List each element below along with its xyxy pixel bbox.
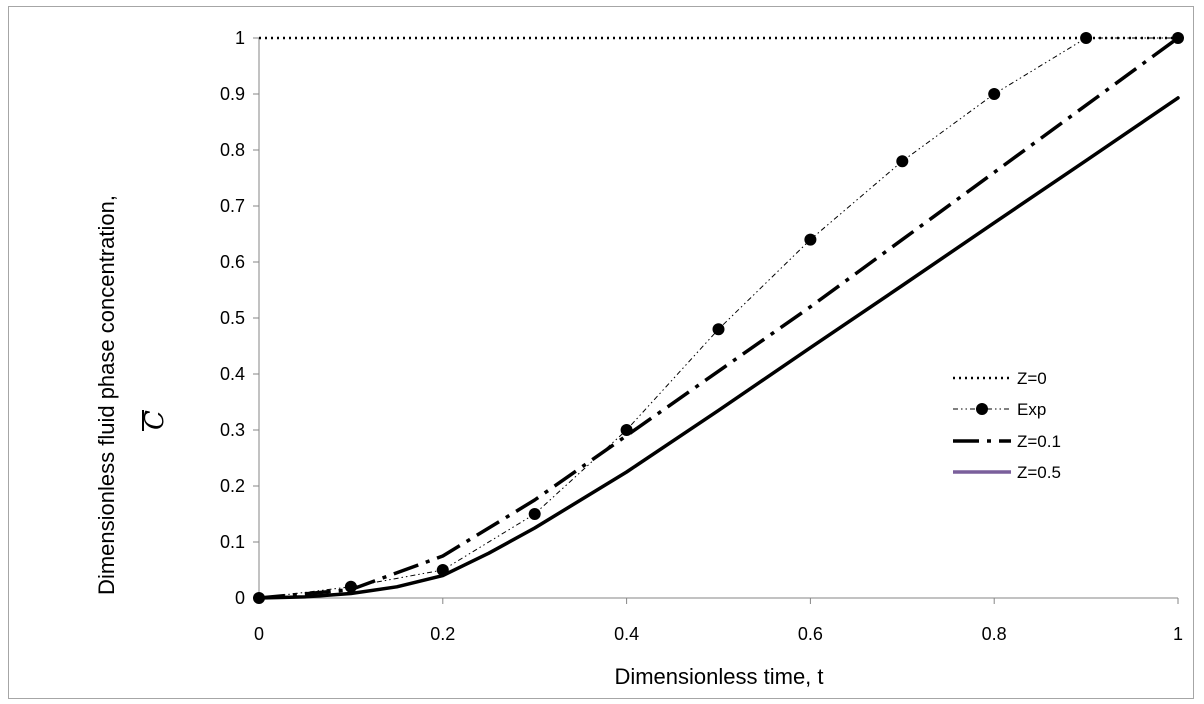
legend-item: Z=0.1 bbox=[953, 432, 1061, 451]
legend: Z=0 Exp Z=0.1 Z=0.5 bbox=[953, 369, 1061, 482]
data-point bbox=[988, 88, 1001, 100]
legend-label: Z=0.5 bbox=[1017, 463, 1061, 482]
data-point bbox=[804, 233, 817, 246]
y-axis-title: Dimensionless fluid phase concentration, bbox=[94, 195, 119, 595]
chart-area bbox=[8, 6, 1194, 699]
x-tick-label: 0.8 bbox=[982, 624, 1007, 644]
series-line bbox=[258, 36, 1180, 600]
y-tick-label: 0.6 bbox=[220, 252, 245, 272]
y-tick-label: 0.7 bbox=[220, 196, 245, 216]
legend-label: Z=0 bbox=[1017, 369, 1047, 388]
y-axis-symbol: C bbox=[140, 410, 170, 430]
y-tick-label: 0.5 bbox=[220, 308, 245, 328]
x-tick-label: 0 bbox=[254, 624, 264, 644]
legend-item: Exp bbox=[953, 400, 1046, 419]
x-axis-ticks: 0 0.2 0.4 0.6 0.8 1 bbox=[254, 598, 1183, 644]
y-tick-label: 0 bbox=[235, 588, 245, 608]
data-point bbox=[436, 564, 449, 576]
y-axis-ticks: 0 0.1 0.2 0.3 0.4 0.5 0.6 0.7 0.8 0.9 1 bbox=[220, 28, 259, 608]
series-line bbox=[258, 37, 1178, 599]
data-point bbox=[1080, 32, 1093, 44]
y-tick-label: 0.2 bbox=[220, 476, 245, 496]
series-z-0-1 bbox=[258, 36, 1180, 600]
data-point bbox=[528, 508, 541, 520]
data-point bbox=[1172, 32, 1184, 44]
legend-item: Z=0 bbox=[953, 369, 1047, 388]
series-line bbox=[257, 96, 1180, 600]
data-point bbox=[896, 155, 909, 168]
x-tick-label: 0.2 bbox=[430, 624, 455, 644]
plot-area bbox=[258, 38, 1178, 599]
series-exp bbox=[253, 32, 1184, 604]
legend-marker bbox=[976, 403, 988, 415]
series-layer bbox=[253, 32, 1184, 604]
y-tick-label: 1 bbox=[235, 28, 245, 48]
data-point bbox=[712, 323, 725, 336]
y-tick-label: 0.3 bbox=[220, 420, 245, 440]
y-tick-label: 0.9 bbox=[220, 84, 245, 104]
legend-label: Z=0.1 bbox=[1017, 432, 1061, 451]
y-tick-label: 0.4 bbox=[220, 364, 245, 384]
legend-label: Exp bbox=[1017, 400, 1046, 419]
legend-item: Z=0.5 bbox=[953, 463, 1061, 482]
x-axis-title: Dimensionless time, t bbox=[614, 664, 823, 689]
x-tick-label: 1 bbox=[1173, 624, 1183, 644]
x-tick-label: 0.6 bbox=[798, 624, 823, 644]
data-point bbox=[344, 580, 357, 593]
x-tick-label: 0.4 bbox=[614, 624, 639, 644]
y-axis-title-group: Dimensionless fluid phase concentration,… bbox=[94, 195, 170, 595]
y-tick-label: 0.8 bbox=[220, 140, 245, 160]
y-tick-label: 0.1 bbox=[220, 532, 245, 552]
data-point bbox=[620, 424, 633, 436]
series-z-0-5 bbox=[257, 96, 1180, 600]
data-point bbox=[253, 592, 265, 604]
